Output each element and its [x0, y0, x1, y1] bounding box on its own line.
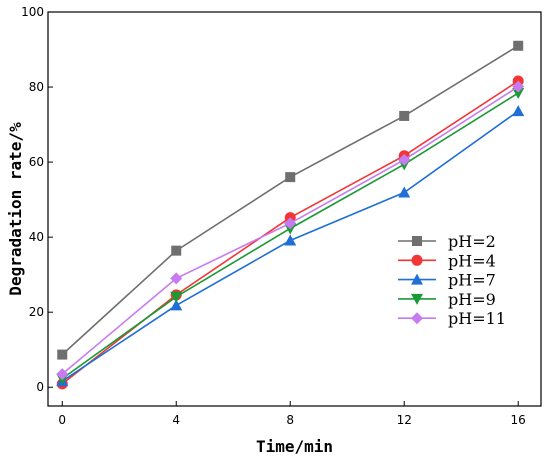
legend-marker [411, 273, 423, 285]
data-point [57, 349, 68, 360]
y-tick-label: 80 [29, 80, 44, 94]
legend-label: pH=9 [448, 290, 496, 309]
x-tick-label: 12 [397, 413, 412, 427]
y-tick-label: 40 [29, 230, 44, 244]
data-point [170, 272, 183, 285]
x-axis-title: Time/min [256, 437, 333, 456]
data-point [284, 217, 297, 230]
legend-item: pH=4 [398, 251, 496, 270]
y-tick-label: 60 [29, 155, 44, 169]
data-point [398, 186, 411, 198]
legend-item: pH=11 [398, 309, 506, 328]
data-point [56, 368, 69, 381]
y-tick-label: 100 [21, 5, 44, 19]
series-5 [56, 80, 525, 381]
data-point [512, 80, 525, 93]
x-tick-label: 0 [58, 413, 66, 427]
data-point [513, 40, 524, 51]
legend-marker [411, 293, 423, 305]
y-axis-title: Degradation rate/% [6, 122, 25, 296]
legend-marker [411, 312, 423, 325]
data-point [170, 299, 183, 311]
data-point [285, 172, 296, 183]
x-tick-label: 4 [172, 413, 180, 427]
legend-marker [412, 236, 422, 246]
legend-item: pH=7 [398, 271, 496, 290]
x-tick-label: 8 [286, 413, 294, 427]
data-point [398, 153, 411, 166]
data-point [170, 291, 183, 303]
data-point [512, 88, 525, 100]
legend-label: pH=4 [448, 251, 496, 270]
series-1 [57, 40, 524, 360]
series-layer [56, 40, 525, 390]
legend-label: pH=2 [448, 232, 496, 251]
legend-marker [411, 254, 423, 266]
data-point [171, 245, 182, 256]
y-tick-label: 0 [36, 380, 44, 394]
data-point [512, 105, 525, 117]
x-axis: 0 4 8 12 16 [58, 401, 526, 427]
legend-item: pH=2 [398, 232, 496, 251]
data-point [284, 234, 297, 246]
x-tick-label: 16 [511, 413, 526, 427]
series-3 [56, 105, 525, 387]
plot-frame [47, 11, 542, 407]
y-axis: 0 20 40 60 80 100 [21, 5, 53, 394]
legend-label: pH=11 [448, 309, 506, 328]
legend-label: pH=7 [448, 271, 496, 290]
y-tick-label: 20 [29, 305, 44, 319]
legend: pH=2pH=4pH=7pH=9pH=11 [398, 232, 506, 328]
legend-item: pH=9 [398, 290, 496, 309]
data-point [399, 110, 410, 121]
